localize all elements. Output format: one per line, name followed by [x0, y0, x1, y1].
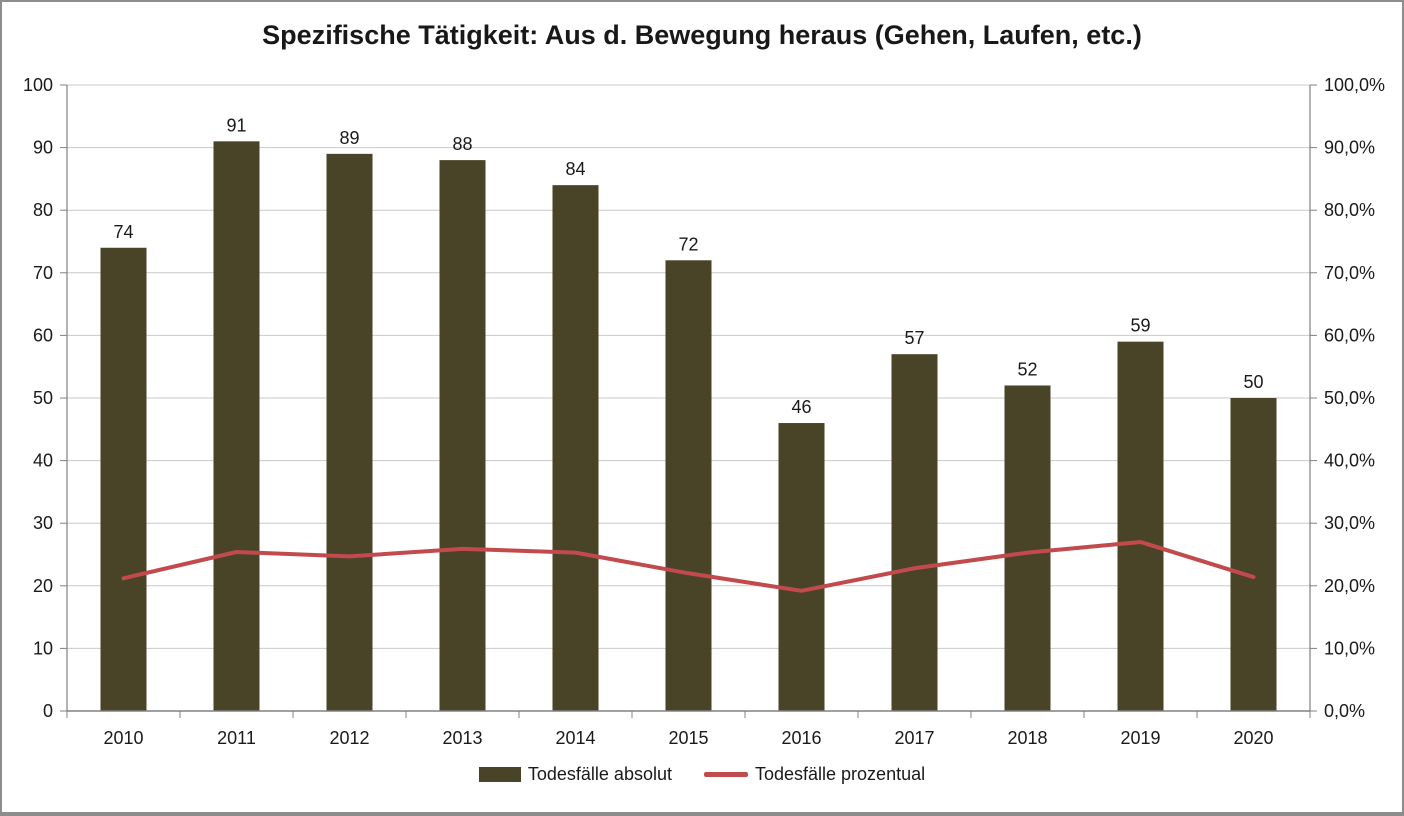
legend-label: Todesfälle absolut	[527, 764, 672, 784]
left-axis-tick-label: 70	[33, 263, 53, 283]
left-axis-tick-label: 30	[33, 513, 53, 533]
legend-label: Todesfälle prozentual	[754, 764, 926, 784]
bar-value-label: 91	[226, 115, 246, 135]
x-axis-label: 2011	[217, 728, 256, 748]
x-axis-label: 2018	[1007, 728, 1047, 748]
bar-value-label: 50	[1243, 372, 1263, 392]
left-axis-tick-label: 60	[33, 325, 53, 345]
x-axis-label: 2020	[1233, 728, 1273, 748]
bar	[665, 260, 712, 711]
chart-legend: Todesfälle absolut Todesfälle prozentual	[2, 764, 1402, 785]
right-axis-tick-label: 0,0%	[1324, 701, 1365, 721]
x-axis-label: 2015	[668, 728, 708, 748]
legend-item-todesfaelle-prozentual: Todesfälle prozentual	[703, 764, 926, 785]
bar-value-label: 88	[452, 134, 472, 154]
right-axis-tick-label: 60,0%	[1324, 325, 1375, 345]
bar	[326, 153, 373, 712]
left-axis-tick-label: 40	[33, 451, 53, 471]
bar-value-label: 84	[565, 159, 585, 179]
chart-title: Spezifische Tätigkeit: Aus d. Bewegung h…	[262, 20, 1142, 50]
bar	[213, 141, 260, 712]
right-axis-tick-label: 40,0%	[1324, 451, 1375, 471]
x-axis-label: 2012	[329, 728, 369, 748]
bar	[1004, 385, 1051, 711]
x-axis-label: 2017	[894, 728, 934, 748]
legend-item-todesfaelle-absolut: Todesfälle absolut	[478, 764, 672, 785]
line-series-swatch-icon	[703, 772, 748, 777]
bar-value-label: 59	[1130, 316, 1150, 336]
bar-series-swatch-icon	[478, 767, 521, 782]
right-axis-tick-label: 30,0%	[1324, 513, 1375, 533]
x-axis-label: 2016	[781, 728, 821, 748]
right-axis-tick-label: 10,0%	[1324, 638, 1375, 658]
x-axis-label: 2013	[442, 728, 482, 748]
percent-line-series	[121, 539, 1256, 593]
right-axis-tick-label: 70,0%	[1324, 263, 1375, 283]
bar	[891, 354, 938, 711]
left-axis-tick-label: 0	[43, 701, 53, 721]
x-axis-label: 2019	[1120, 728, 1160, 748]
bar	[439, 160, 486, 711]
left-axis-tick-label: 50	[33, 388, 53, 408]
x-axis-label: 2010	[103, 728, 143, 748]
bar-value-label: 72	[678, 234, 698, 254]
right-axis-tick-label: 50,0%	[1324, 388, 1375, 408]
right-axis-tick-label: 80,0%	[1324, 200, 1375, 220]
bar-value-label: 57	[904, 328, 924, 348]
left-axis-tick-label: 90	[33, 138, 53, 158]
bar-value-label: 89	[339, 128, 359, 148]
bar-value-label: 46	[791, 397, 811, 417]
left-axis-tick-label: 80	[33, 200, 53, 220]
bar-value-label: 52	[1017, 359, 1037, 379]
left-axis-tick-label: 10	[33, 638, 53, 658]
bar	[1230, 398, 1277, 711]
bar	[1117, 341, 1164, 711]
bar	[778, 423, 825, 711]
x-axis-label: 2014	[555, 728, 595, 748]
right-axis-tick-label: 90,0%	[1324, 138, 1375, 158]
right-axis-tick-label: 20,0%	[1324, 576, 1375, 596]
bar	[100, 247, 147, 711]
left-axis-tick-label: 100	[23, 75, 53, 95]
bar	[552, 185, 599, 711]
left-axis-tick-label: 20	[33, 576, 53, 596]
right-axis-tick-label: 100,0%	[1324, 75, 1385, 95]
bar-value-label: 74	[113, 222, 133, 242]
